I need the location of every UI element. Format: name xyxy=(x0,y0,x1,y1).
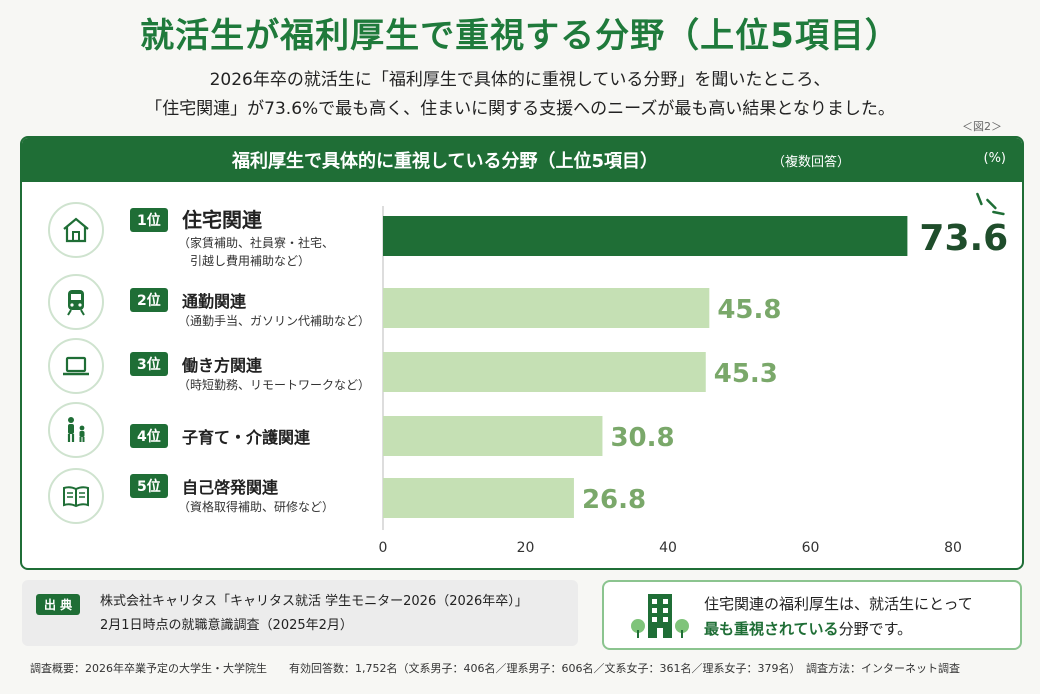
category-label: 自己啓発関連 xyxy=(182,478,279,497)
figure-number: ＜図2＞ xyxy=(962,120,1002,133)
laptop-icon xyxy=(48,338,104,394)
chart-title: 福利厚生で具体的に重視している分野（上位5項目） xyxy=(232,151,658,172)
category-detail-line: （時短勤務、リモートワークなど） xyxy=(178,378,371,392)
bar-value-label: 45.8 xyxy=(717,295,781,325)
x-tick-label: 80 xyxy=(944,540,962,556)
rank-badge: 3位 xyxy=(130,352,168,376)
rank-badge: 4位 xyxy=(130,424,168,448)
lead-text: 2026年卒の就活生に「福利厚生で具体的に重視している分野」を聞いたところ、 「… xyxy=(40,66,1000,124)
category-label: 働き方関連 xyxy=(182,356,263,375)
chart-card: 福利厚生で具体的に重視している分野（上位5項目） （複数回答） (%) 1位 住… xyxy=(20,136,1024,570)
source-text: 株式会社キャリタス「キャリタス就活 学生モニター2026（2026年卒）」 2月… xyxy=(100,590,528,638)
category-label: 子育て・介護関連 xyxy=(182,428,311,447)
bar-chart: 73.6 45.8 45.3 30.8 26.8 0 20 40 60 80 xyxy=(379,192,1008,556)
survey-footer: 調査概要：2026年卒業予定の大学生・大学院生 有効回答数：1,752名（文系男… xyxy=(30,662,960,675)
rank-badge: 1位 xyxy=(130,208,168,232)
bar xyxy=(383,352,706,392)
message-line-1: 住宅関連の福利厚生は、就活生にとって xyxy=(704,595,973,613)
source-tag: 出 典 xyxy=(36,594,81,615)
sparkle-mark xyxy=(986,198,997,210)
bar-value-label: 26.8 xyxy=(582,485,646,515)
lead-line-1: 2026年卒の就活生に「福利厚生で具体的に重視している分野」を聞いたところ、 xyxy=(209,70,831,90)
message-line-2-rest: 分野です。 xyxy=(838,620,913,638)
message-emphasis: 最も重視されている xyxy=(704,620,839,638)
category-detail: （資格取得補助、研修など） xyxy=(178,498,334,516)
message-text: 住宅関連の福利厚生は、就活生にとって 最も重視されている分野です。 xyxy=(704,592,973,642)
message-box: 住宅関連の福利厚生は、就活生にとって 最も重視されている分野です。 xyxy=(602,580,1022,650)
house-icon xyxy=(48,202,104,258)
sparkle-mark xyxy=(976,192,983,206)
bar-value-label: 45.3 xyxy=(714,359,778,389)
chart-header: 福利厚生で具体的に重視している分野（上位5項目） （複数回答） (%) xyxy=(22,138,1022,182)
source-box: 出 典 株式会社キャリタス「キャリタス就活 学生モニター2026（2026年卒）… xyxy=(22,580,578,646)
category-detail: （通勤手当、ガソリン代補助など） xyxy=(178,312,370,330)
source-line-2: 2月1日時点の就職意識調査（2025年2月） xyxy=(100,618,353,633)
bar-value-label: 30.8 xyxy=(610,423,674,453)
x-tick-label: 40 xyxy=(659,540,677,556)
sparkle-mark xyxy=(992,210,1005,216)
bar xyxy=(383,478,574,518)
bar xyxy=(383,216,908,256)
rank-badge: 5位 xyxy=(130,474,168,498)
page-title: 就活生が福利厚生で重視する分野（上位5項目） xyxy=(140,16,900,56)
source-line-1: 株式会社キャリタス「キャリタス就活 学生モニター2026（2026年卒）」 xyxy=(100,594,528,609)
category-detail-line: （通勤手当、ガソリン代補助など） xyxy=(178,314,371,328)
category-detail: （家賃補助、社員寮・社宅、 引越し費用補助など） xyxy=(178,234,334,270)
category-detail-line: 引越し費用補助など） xyxy=(178,254,311,268)
bar-value-label: 73.6 xyxy=(919,218,1008,259)
x-tick-label: 20 xyxy=(517,540,535,556)
lead-line-2: 「住宅関連」が73.6%で最も高く、住まいに関する支援へのニーズが最も高い結果と… xyxy=(145,99,895,119)
category-detail-line: （資格取得補助、研修など） xyxy=(178,500,335,514)
x-tick-label: 0 xyxy=(379,540,388,556)
building-icon xyxy=(630,590,690,642)
bar xyxy=(383,416,603,456)
rank-badge: 2位 xyxy=(130,288,168,312)
category-detail: （時短勤務、リモートワークなど） xyxy=(178,376,370,394)
chart-unit: (%) xyxy=(983,151,1007,166)
message-line-2: 最も重視されている分野です。 xyxy=(704,617,973,642)
category-label: 住宅関連 xyxy=(182,208,262,232)
train-icon xyxy=(48,274,104,330)
chart-note: （複数回答） xyxy=(772,155,851,170)
parent-child-icon xyxy=(48,402,104,458)
bar xyxy=(383,288,710,328)
book-icon xyxy=(48,468,104,524)
x-tick-label: 60 xyxy=(802,540,820,556)
category-label: 通勤関連 xyxy=(182,292,247,311)
category-detail-line: （家賃補助、社員寮・社宅、 xyxy=(178,236,335,250)
